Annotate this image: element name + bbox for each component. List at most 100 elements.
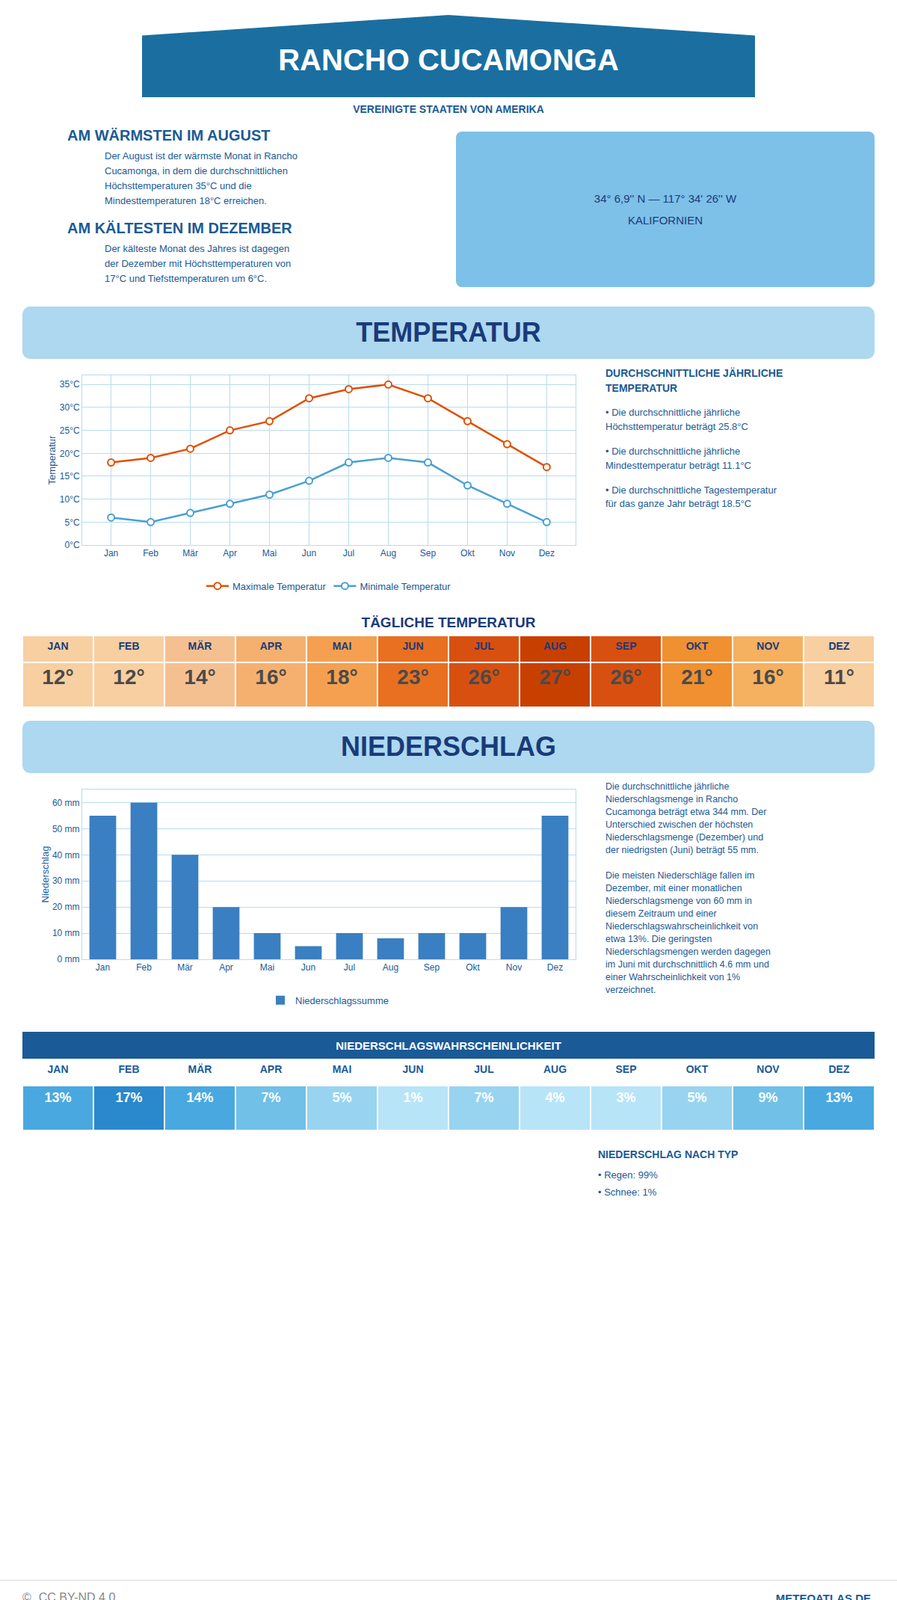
svg-text:MÄR: MÄR: [188, 639, 213, 652]
svg-text:60 mm: 60 mm: [52, 797, 80, 809]
svg-text:JUN: JUN: [402, 639, 424, 652]
svg-text:9%: 9%: [757, 1089, 778, 1105]
svg-text:AUG: AUG: [543, 1062, 567, 1075]
svg-text:35°C: 35°C: [59, 378, 80, 390]
svg-text:Jul: Jul: [343, 547, 355, 559]
svg-text:40 mm: 40 mm: [52, 849, 80, 861]
svg-text:Sep: Sep: [420, 547, 437, 559]
svg-text:Nov: Nov: [499, 547, 516, 559]
svg-text:Feb: Feb: [136, 962, 152, 973]
svg-text:10°C: 10°C: [59, 494, 80, 505]
svg-text:SEP: SEP: [615, 639, 637, 652]
svg-text:Maximale Temperatur: Maximale Temperatur: [232, 580, 326, 593]
svg-text:0°C: 0°C: [64, 539, 80, 551]
svg-text:JAN: JAN: [47, 1062, 69, 1075]
svg-text:0 mm: 0 mm: [57, 953, 80, 965]
svg-text:Aug: Aug: [382, 962, 399, 973]
svg-text:Mär: Mär: [182, 547, 199, 559]
svg-text:FEB: FEB: [118, 639, 140, 652]
svg-text:7%: 7%: [260, 1089, 281, 1105]
svg-text:21°: 21°: [680, 665, 713, 689]
svg-text:MAI: MAI: [332, 639, 353, 652]
svg-text:14°: 14°: [183, 665, 216, 689]
svg-text:5°C: 5°C: [64, 517, 80, 528]
html-text:Der August ist der wärmste Mon: Der August ist der wärmste Monat in Ranc…: [104, 150, 298, 207]
svg-text:Dez: Dez: [547, 962, 563, 973]
svg-text:Mai: Mai: [262, 547, 277, 559]
html-text:DURCHSCHNITTLICHE JÄHRLICHE TE: DURCHSCHNITTLICHE JÄHRLICHE TEMPERATUR: [605, 367, 783, 394]
svg-text:JUN: JUN: [402, 1062, 424, 1075]
svg-text:Okt: Okt: [460, 547, 475, 559]
svg-text:16°: 16°: [751, 665, 784, 689]
svg-text:13%: 13%: [44, 1089, 72, 1105]
svg-text:OKT: OKT: [686, 639, 709, 652]
svg-text:JUL: JUL: [473, 639, 495, 652]
html-text:Der kälteste Monat des Jahres: Der kälteste Monat des Jahres ist dagege…: [104, 242, 292, 284]
html-text:TEMPERATUR: TEMPERATUR: [356, 316, 541, 348]
svg-text:NOV: NOV: [756, 639, 780, 652]
html-text:• Regen: 99% • Schnee: 1%: • Regen: 99% • Schnee: 1%: [598, 1169, 658, 1198]
svg-text:Nov: Nov: [506, 962, 522, 973]
svg-text:5%: 5%: [331, 1089, 352, 1105]
svg-text:MÄR: MÄR: [188, 1062, 213, 1075]
svg-text:5%: 5%: [686, 1089, 707, 1105]
svg-text:26°: 26°: [467, 665, 500, 689]
svg-text:20°C: 20°C: [59, 448, 80, 459]
svg-text:11°: 11°: [823, 665, 855, 689]
html-text:RANCHO CUCAMONGA: RANCHO CUCAMONGA: [278, 42, 619, 76]
svg-text:Dez: Dez: [538, 547, 555, 559]
svg-text:10 mm: 10 mm: [52, 927, 80, 939]
svg-text:17%: 17%: [115, 1089, 143, 1105]
svg-text:SEP: SEP: [615, 1062, 637, 1075]
svg-text:Sep: Sep: [423, 962, 441, 973]
svg-text:7%: 7%: [473, 1089, 494, 1105]
svg-text:Jan: Jan: [95, 962, 110, 973]
svg-text:APR: APR: [260, 1062, 283, 1075]
svg-text:Okt: Okt: [465, 962, 480, 973]
svg-text:NOV: NOV: [756, 1062, 780, 1075]
svg-text:Jun: Jun: [301, 547, 317, 559]
svg-text:Niederschlag: Niederschlag: [39, 846, 51, 903]
svg-text:1%: 1%: [402, 1089, 423, 1105]
svg-text:4%: 4%: [544, 1089, 565, 1105]
svg-text:14%: 14%: [186, 1089, 214, 1105]
svg-text:Mär: Mär: [177, 962, 193, 973]
html-text:Die durchschnittliche jährlich: Die durchschnittliche jährliche Niedersc…: [605, 781, 771, 995]
svg-text:23°: 23°: [396, 665, 429, 689]
svg-text:Niederschlagssumme: Niederschlagssumme: [295, 994, 389, 1007]
svg-text:16°: 16°: [254, 665, 287, 689]
svg-text:25°C: 25°C: [59, 425, 80, 436]
svg-text:Jul: Jul: [343, 962, 356, 973]
svg-text:20 mm: 20 mm: [52, 901, 80, 912]
svg-text:26°: 26°: [609, 665, 642, 689]
svg-text:JUL: JUL: [473, 1062, 495, 1075]
svg-text:FEB: FEB: [118, 1062, 140, 1075]
svg-text:30°C: 30°C: [59, 402, 80, 413]
svg-text:50 mm: 50 mm: [52, 823, 80, 835]
svg-text:Apr: Apr: [219, 962, 234, 973]
svg-text:18°: 18°: [325, 665, 358, 689]
svg-text:MAI: MAI: [332, 1062, 353, 1075]
svg-text:27°: 27°: [538, 665, 571, 689]
svg-text:JAN: JAN: [47, 639, 69, 652]
svg-text:AUG: AUG: [543, 639, 567, 652]
svg-text:Temperatur: Temperatur: [46, 435, 58, 485]
svg-text:12°: 12°: [112, 665, 145, 689]
svg-text:Jun: Jun: [301, 962, 316, 973]
svg-text:DEZ: DEZ: [828, 1062, 850, 1075]
svg-text:DEZ: DEZ: [828, 639, 850, 652]
svg-text:Apr: Apr: [222, 547, 237, 559]
svg-text:Aug: Aug: [380, 547, 397, 559]
svg-text:Jan: Jan: [103, 547, 119, 559]
svg-text:Minimale Temperatur: Minimale Temperatur: [359, 580, 451, 593]
svg-text:OKT: OKT: [686, 1062, 709, 1075]
svg-text:APR: APR: [260, 639, 283, 652]
svg-text:12°: 12°: [41, 665, 74, 689]
svg-text:3%: 3%: [615, 1089, 636, 1105]
svg-text:13%: 13%: [825, 1089, 853, 1105]
svg-text:30 mm: 30 mm: [52, 875, 80, 886]
html-text:NIEDERSCHLAG: NIEDERSCHLAG: [340, 731, 557, 762]
svg-text:Feb: Feb: [142, 547, 159, 559]
svg-text:15°C: 15°C: [59, 470, 80, 482]
svg-text:Mai: Mai: [260, 962, 275, 973]
